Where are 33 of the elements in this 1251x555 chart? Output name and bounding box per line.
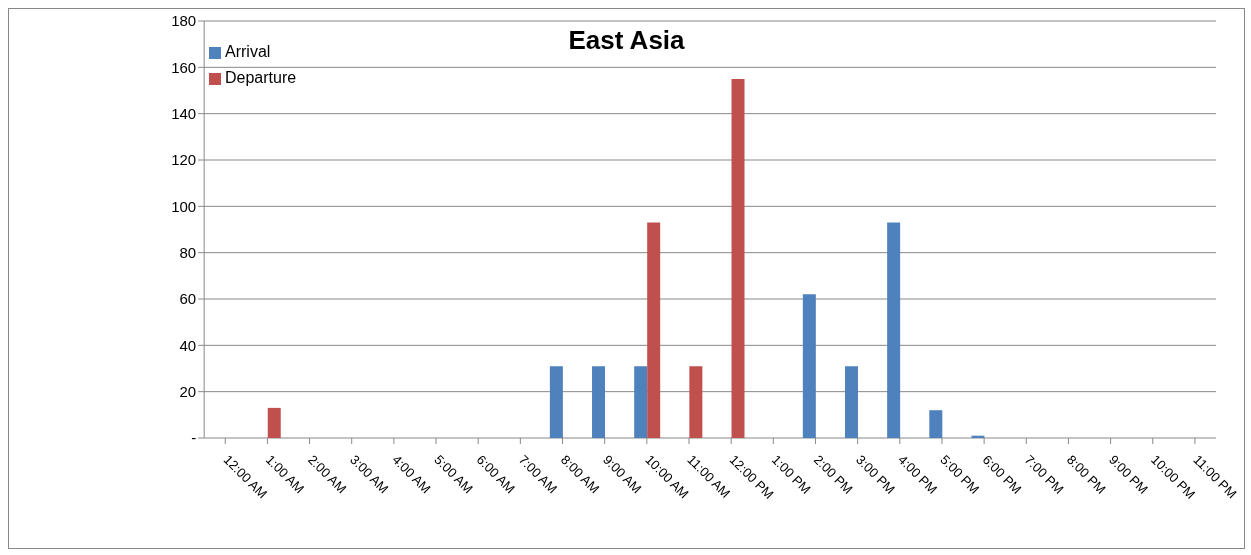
y-tick-label: - bbox=[191, 429, 197, 447]
y-tick-label: 80 bbox=[179, 243, 197, 261]
y-tick-label: 100 bbox=[171, 197, 197, 215]
bar bbox=[549, 366, 563, 438]
x-tick-label: 4:00 AM bbox=[389, 451, 434, 497]
x-tick-label: 9:00 AM bbox=[600, 451, 645, 497]
bar bbox=[929, 410, 943, 438]
x-tick-label: 2:00 AM bbox=[305, 451, 350, 497]
bar bbox=[887, 222, 901, 438]
bar bbox=[844, 366, 858, 438]
bar bbox=[802, 294, 816, 438]
x-tick-label: 5:00 AM bbox=[431, 451, 476, 497]
y-tick-label: 20 bbox=[179, 382, 197, 400]
bar bbox=[647, 222, 661, 438]
legend-label: Arrival bbox=[225, 43, 271, 60]
chart-title: East Asia bbox=[568, 25, 685, 55]
bar bbox=[592, 366, 606, 438]
x-tick-label: 6:00 AM bbox=[473, 451, 518, 497]
x-tick-label: 9:00 PM bbox=[1106, 451, 1151, 497]
bar bbox=[731, 78, 745, 438]
x-tick-label: 3:00 PM bbox=[853, 451, 898, 497]
bar bbox=[267, 407, 281, 438]
bar bbox=[634, 366, 648, 438]
y-tick-label: 60 bbox=[179, 290, 197, 308]
x-tick-label: 2:00 PM bbox=[810, 451, 856, 497]
y-tick-label: 40 bbox=[179, 336, 197, 354]
y-tick-label: 180 bbox=[171, 12, 197, 30]
y-tick-label: 160 bbox=[171, 58, 197, 76]
bar bbox=[689, 366, 703, 438]
x-tick-label: 3:00 AM bbox=[347, 451, 392, 497]
legend-label: Departure bbox=[225, 69, 297, 86]
y-tick-label: 140 bbox=[171, 104, 197, 122]
y-tick-label: 120 bbox=[171, 151, 197, 169]
